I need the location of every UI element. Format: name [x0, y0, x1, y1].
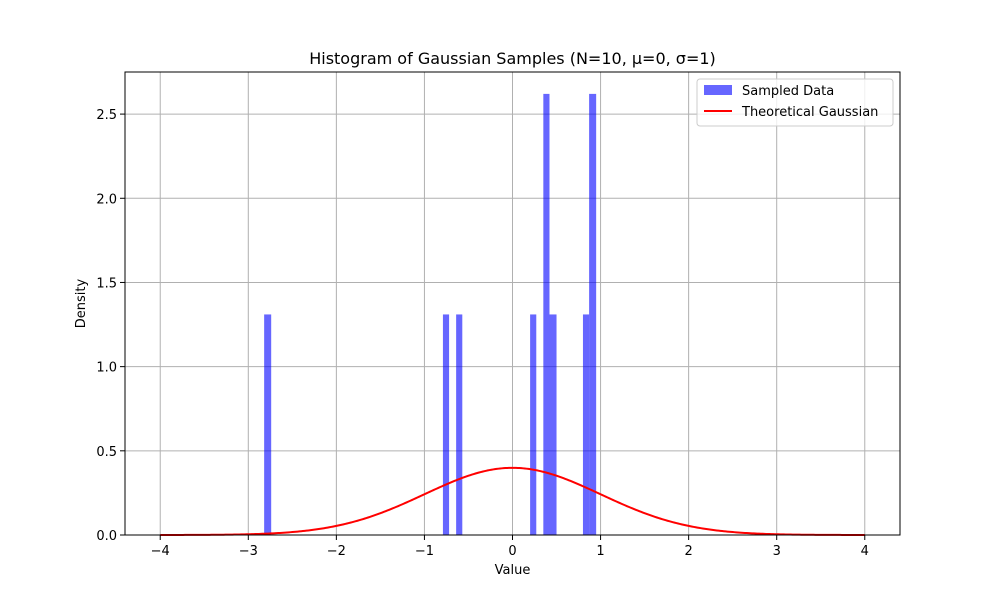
x-tick-label: 0 — [508, 544, 516, 559]
histogram-bar — [264, 314, 272, 535]
x-tick-label: −3 — [239, 544, 258, 559]
x-tick-label: 1 — [596, 544, 604, 559]
y-axis-label: Density — [74, 278, 89, 328]
x-tick-label: −2 — [327, 544, 346, 559]
legend-box — [696, 78, 894, 127]
y-tick-label: 2.0 — [96, 192, 117, 207]
y-tick-label: 1.0 — [96, 361, 117, 376]
gaussian-curve-layer — [160, 466, 865, 536]
x-tick-label: 4 — [861, 544, 869, 559]
histogram-bar — [543, 93, 550, 536]
x-tick-label: −4 — [151, 544, 170, 559]
histogram-bar — [589, 93, 597, 536]
y-tick-label: 0.0 — [96, 529, 117, 544]
legend: Sampled Data Theoretical Gaussian — [696, 78, 894, 127]
legend-label-theoretical-gaussian: Theoretical Gaussian — [741, 105, 878, 120]
x-axis-ticks: −4 −3 −2 −1 0 1 2 3 4 — [151, 535, 869, 559]
y-tick-label: 1.5 — [96, 276, 117, 291]
legend-label-sampled-data: Sampled Data — [742, 84, 834, 99]
y-axis-ticks: 0.0 0.5 1.0 1.5 2.0 2.5 — [96, 108, 125, 544]
x-tick-label: 2 — [684, 544, 692, 559]
grid-lines — [125, 72, 900, 536]
histogram-bars — [264, 93, 597, 536]
histogram-bar — [530, 314, 537, 535]
chart-title: Histogram of Gaussian Samples (N=10, μ=0… — [309, 49, 716, 68]
histogram-bar — [442, 314, 450, 535]
histogram-bar — [456, 314, 463, 535]
x-axis-label: Value — [495, 563, 531, 578]
histogram-bar — [549, 314, 557, 535]
histogram-bar — [582, 314, 590, 535]
x-tick-label: 3 — [773, 544, 781, 559]
gaussian-curve-line — [160, 466, 865, 536]
x-tick-label: −1 — [415, 544, 434, 559]
y-tick-label: 0.5 — [96, 445, 117, 460]
y-tick-label: 2.5 — [96, 108, 117, 123]
legend-swatch-sampled-data — [704, 85, 732, 95]
